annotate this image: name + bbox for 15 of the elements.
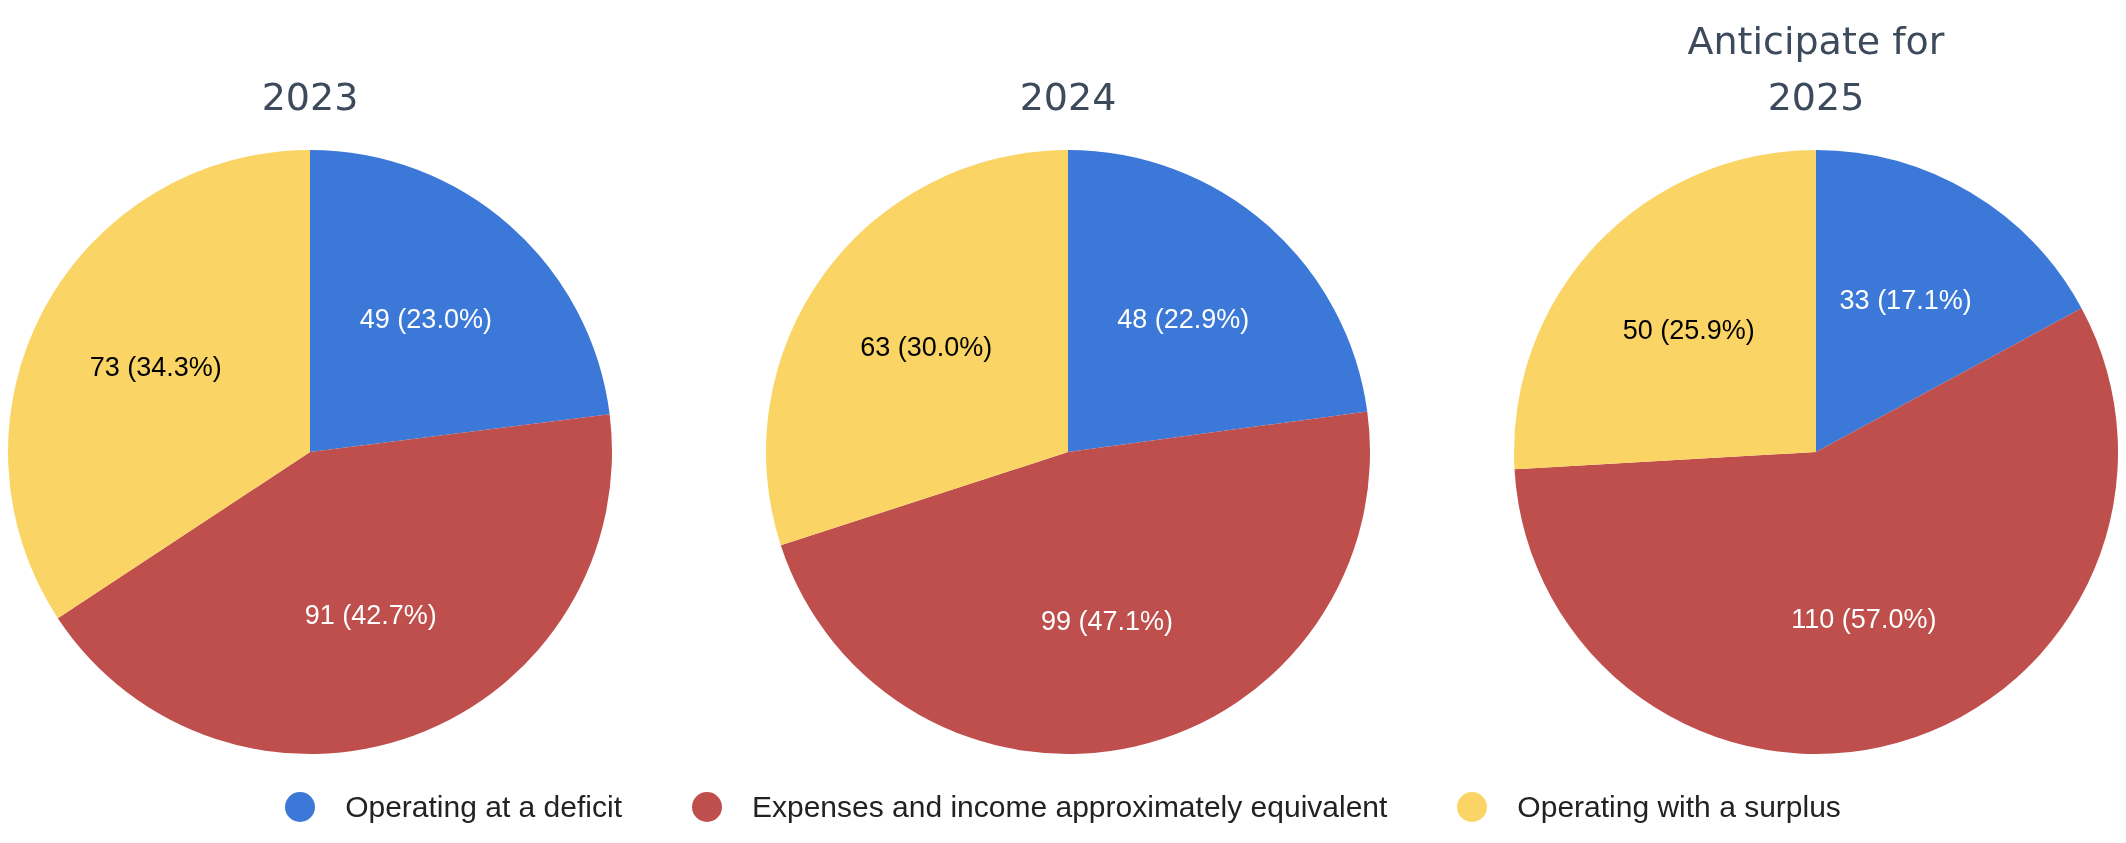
- data-label: 110 (57.0%): [1791, 603, 1937, 634]
- data-label: 73 (34.3%): [89, 352, 222, 383]
- chart-title: 2024: [1018, 74, 1118, 121]
- data-label: 48 (22.9%): [1117, 303, 1250, 334]
- data-label: 91 (42.7%): [304, 599, 437, 630]
- data-label: 49 (23.0%): [359, 304, 492, 335]
- legend-label: Expenses and income approximately equivalent: [751, 790, 1388, 824]
- data-label: 63 (30.0%): [860, 332, 993, 363]
- data-label: 99 (47.1%): [1040, 606, 1174, 637]
- chart-title: 2023: [260, 74, 360, 121]
- data-label: 33 (17.1%): [1839, 284, 1972, 315]
- data-label: 50 (25.9%): [1622, 315, 1755, 346]
- chart-title: Anticipate for 2025: [1686, 18, 1946, 121]
- legend-label: Operating with a surplus: [1517, 790, 1841, 824]
- legend-label: Operating at a deficit: [345, 790, 622, 824]
